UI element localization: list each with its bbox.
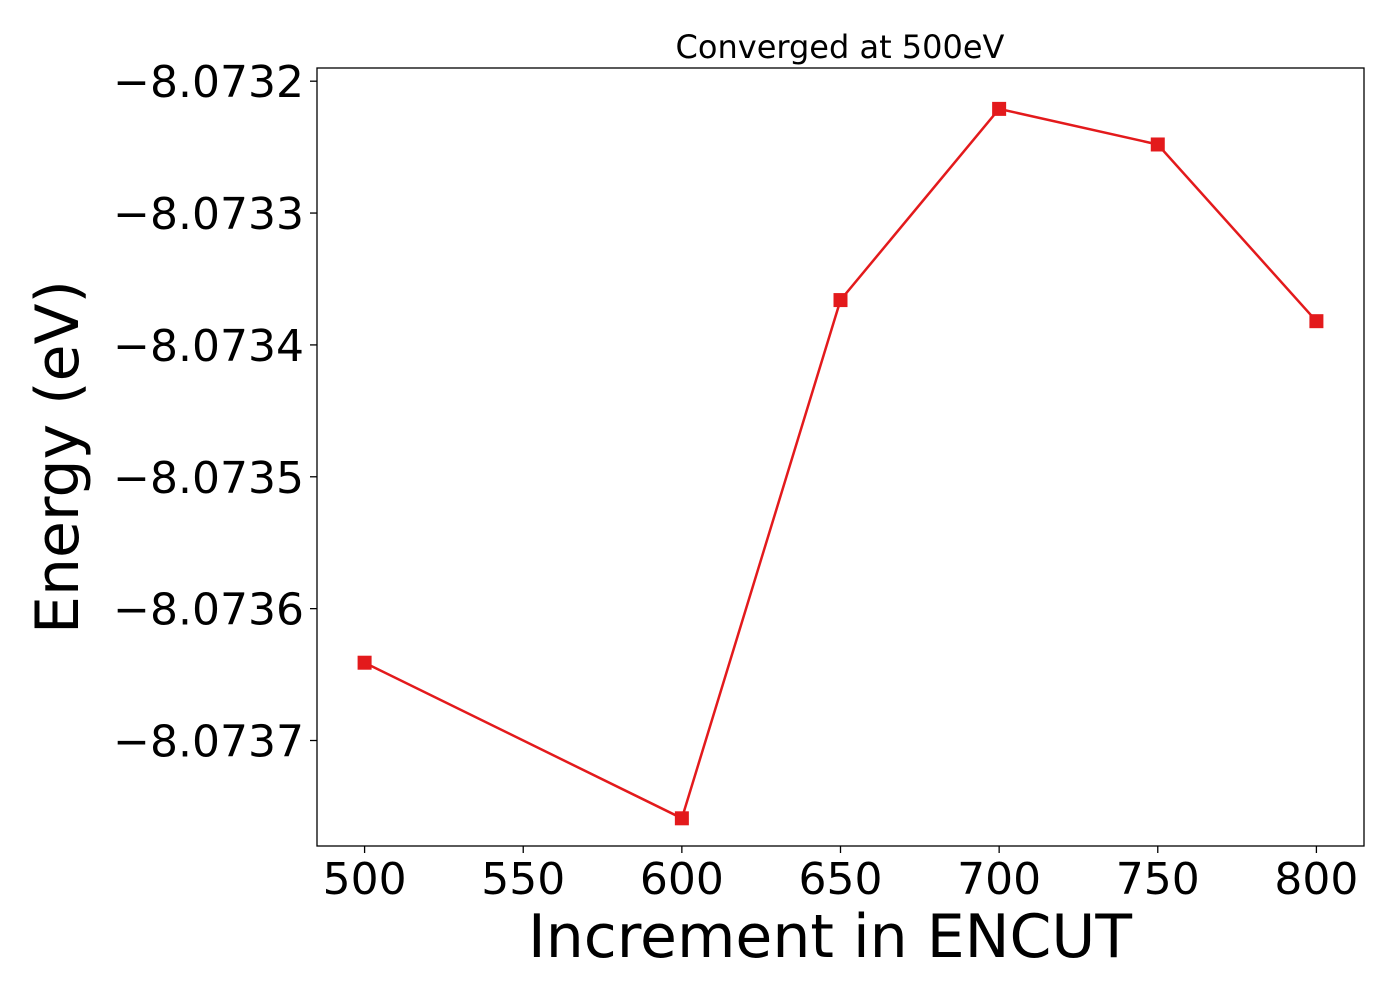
x-tick-label: 700 <box>957 854 1041 905</box>
x-axis-ticks: 500 550 600 650 700 750 800 <box>323 846 1358 905</box>
y-tick-label: −8.0736 <box>113 585 304 636</box>
data-point <box>992 101 1007 116</box>
y-tick-label: −8.0732 <box>113 57 304 108</box>
x-tick-label: 800 <box>1274 854 1358 905</box>
x-axis-title: Increment in ENCUT <box>528 902 1132 972</box>
data-point <box>674 811 689 826</box>
y-axis-ticks: −8.0732 −8.0733 −8.0734 −8.0735 −8.0736 −8.07… <box>113 57 317 768</box>
series-line <box>364 107 1318 821</box>
data-point <box>1150 137 1165 152</box>
y-tick-label: −8.0733 <box>113 189 304 240</box>
y-axis-title: Energy (eV) <box>23 280 93 634</box>
chart-title: Converged at 500eV <box>676 28 1005 66</box>
y-tick-label: −8.0735 <box>113 453 304 504</box>
x-tick-label: 600 <box>640 854 724 905</box>
plot-frame <box>316 67 1365 847</box>
data-point <box>833 293 848 308</box>
data-point <box>1309 314 1324 329</box>
x-tick-label: 650 <box>799 854 883 905</box>
x-tick-label: 550 <box>481 854 565 905</box>
y-tick-label: −8.0734 <box>113 321 304 372</box>
plot-area: 500 550 600 650 700 750 800 −8.0732−8.0733−8.0… <box>113 57 1365 905</box>
x-tick-label: 750 <box>1116 854 1200 905</box>
y-tick-label: −8.0737 <box>113 717 304 768</box>
series-layer <box>357 101 1324 826</box>
data-point <box>357 655 372 670</box>
x-tick-label: 500 <box>323 854 407 905</box>
